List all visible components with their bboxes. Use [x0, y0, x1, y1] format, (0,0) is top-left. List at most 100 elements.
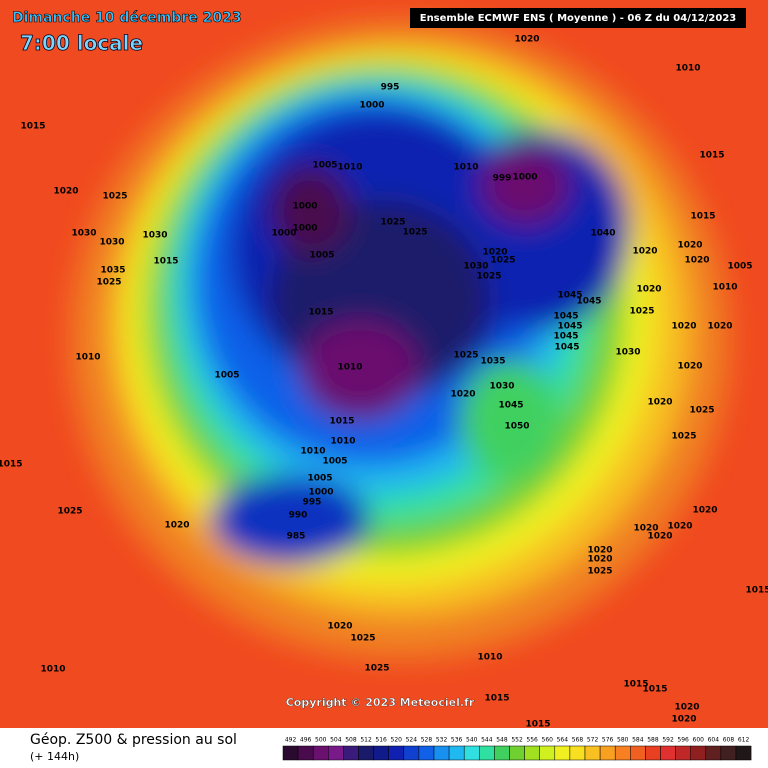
isobar-label: 1035 — [480, 357, 505, 367]
scale-label: 576 — [602, 737, 614, 744]
scale-label: 524 — [406, 737, 418, 744]
scale-swatch — [584, 745, 601, 761]
isobar-label: 1030 — [71, 229, 96, 239]
isobar-label: 1020 — [667, 522, 692, 532]
isobar-label: 1015 — [484, 694, 509, 704]
scale-swatch — [690, 745, 707, 761]
scale-swatch — [509, 745, 525, 761]
isobar-label: 1020 — [647, 398, 672, 408]
scale-swatch — [599, 745, 616, 761]
isobar-label: 1015 — [642, 685, 667, 695]
scale-label: 604 — [708, 737, 720, 744]
scale-label: 532 — [436, 737, 448, 744]
isobar-label: 1045 — [554, 343, 579, 353]
scale-label: 600 — [693, 737, 705, 744]
scale-label: 612 — [738, 737, 750, 744]
scale-swatch — [479, 745, 495, 761]
isobar-label: 1025 — [96, 278, 121, 288]
scale-label: 528 — [421, 737, 433, 744]
isobar-label: 1010 — [330, 437, 355, 447]
scale-swatch — [463, 745, 480, 761]
isobar-label: 1025 — [402, 228, 427, 238]
scale-swatch — [554, 745, 571, 761]
isobar-label: 1020 — [450, 390, 475, 400]
scale-label: 552 — [511, 737, 523, 744]
isobar-label: 1025 — [629, 307, 654, 317]
isobar-label: 1035 — [100, 266, 125, 276]
scale-label: 568 — [572, 737, 584, 744]
scale-swatch — [614, 745, 631, 761]
scale-swatch — [524, 745, 540, 761]
time: 7:00 locale — [20, 31, 143, 55]
scale-swatch — [282, 745, 299, 761]
isobar-label: 1025 — [453, 351, 478, 361]
scale-label: 536 — [451, 737, 463, 744]
isobar-label: 1045 — [553, 332, 578, 342]
isobar-label: 1020 — [327, 622, 352, 632]
isobar-label: 1030 — [615, 348, 640, 358]
scale-swatch — [297, 745, 314, 761]
scale-label: 512 — [360, 737, 372, 744]
isobar-label: 985 — [287, 532, 306, 542]
isobar-label: 1030 — [142, 231, 167, 241]
isobar-label: 1030 — [463, 262, 488, 272]
scale-label: 584 — [632, 737, 644, 744]
copyright: Copyright © 2023 Meteociel.fr — [286, 696, 475, 709]
date: Dimanche 10 décembre 2023 — [12, 10, 242, 26]
isobar-label: 1005 — [309, 251, 334, 261]
model-box — [410, 8, 746, 28]
isobar-label: 1015 — [525, 720, 550, 730]
isobar-label: 1010 — [337, 363, 362, 373]
scale-swatch — [705, 745, 722, 761]
scale-label: 516 — [375, 737, 387, 744]
scale-swatch — [660, 745, 676, 761]
scale-label: 508 — [345, 737, 357, 744]
scale-swatch — [358, 745, 374, 761]
isobar-label: 1010 — [300, 447, 325, 457]
isobar-label: 1025 — [380, 218, 405, 228]
scale-swatch — [328, 745, 344, 761]
scale-label: 564 — [557, 737, 569, 744]
footer-lead: (+ 144h) — [30, 750, 79, 763]
isobar-label: 1010 — [75, 353, 100, 363]
scale-swatch — [630, 745, 646, 761]
isobar-label: 1020 — [482, 248, 507, 258]
isobar-label: 1030 — [489, 382, 514, 392]
model-text: Ensemble ECMWF ENS ( Moyenne ) - 06 Z du… — [420, 13, 737, 24]
isobar-label: 1020 — [677, 241, 702, 251]
isobar-label: 1025 — [689, 406, 714, 416]
isobar-label: 1005 — [307, 474, 332, 484]
scale-swatch — [373, 745, 389, 761]
isobar-label: 1000 — [359, 101, 384, 111]
isobar-label: 1000 — [271, 229, 296, 239]
isobar-label: 1000 — [308, 488, 333, 498]
isobar-label: 1015 — [699, 151, 724, 161]
isobar-label: 1010 — [453, 163, 478, 173]
isobar-label: 999 — [493, 174, 512, 184]
scale-swatch — [433, 745, 450, 761]
scale-swatch — [569, 745, 586, 761]
isobar-label: 1020 — [514, 35, 539, 45]
isobar-label: 1010 — [477, 653, 502, 663]
isobar-label: 1025 — [364, 664, 389, 674]
isobar-label: 1000 — [292, 202, 317, 212]
isobar-label: 1025 — [671, 432, 696, 442]
scale-label: 572 — [587, 737, 599, 744]
isobar-label: 1020 — [677, 362, 702, 372]
scale-swatch — [403, 745, 420, 761]
isobar-label: 1025 — [57, 507, 82, 517]
scale-label: 580 — [617, 737, 629, 744]
isobar-label: 990 — [289, 511, 308, 521]
isobar-label: 1025 — [476, 272, 501, 282]
isobar-label: 1015 — [20, 122, 45, 132]
isobar-label: 1025 — [490, 256, 515, 266]
isobar-label: 1010 — [675, 64, 700, 74]
isobar-label: 1045 — [557, 291, 582, 301]
isobar-label: 1020 — [53, 187, 78, 197]
footer-title: Géop. Z500 & pression au sol — [30, 732, 237, 748]
isobar-label: 995 — [381, 83, 400, 93]
scale-label: 496 — [300, 737, 312, 744]
isobar-label: 1020 — [671, 715, 696, 725]
isobar-label: 1045 — [576, 297, 601, 307]
